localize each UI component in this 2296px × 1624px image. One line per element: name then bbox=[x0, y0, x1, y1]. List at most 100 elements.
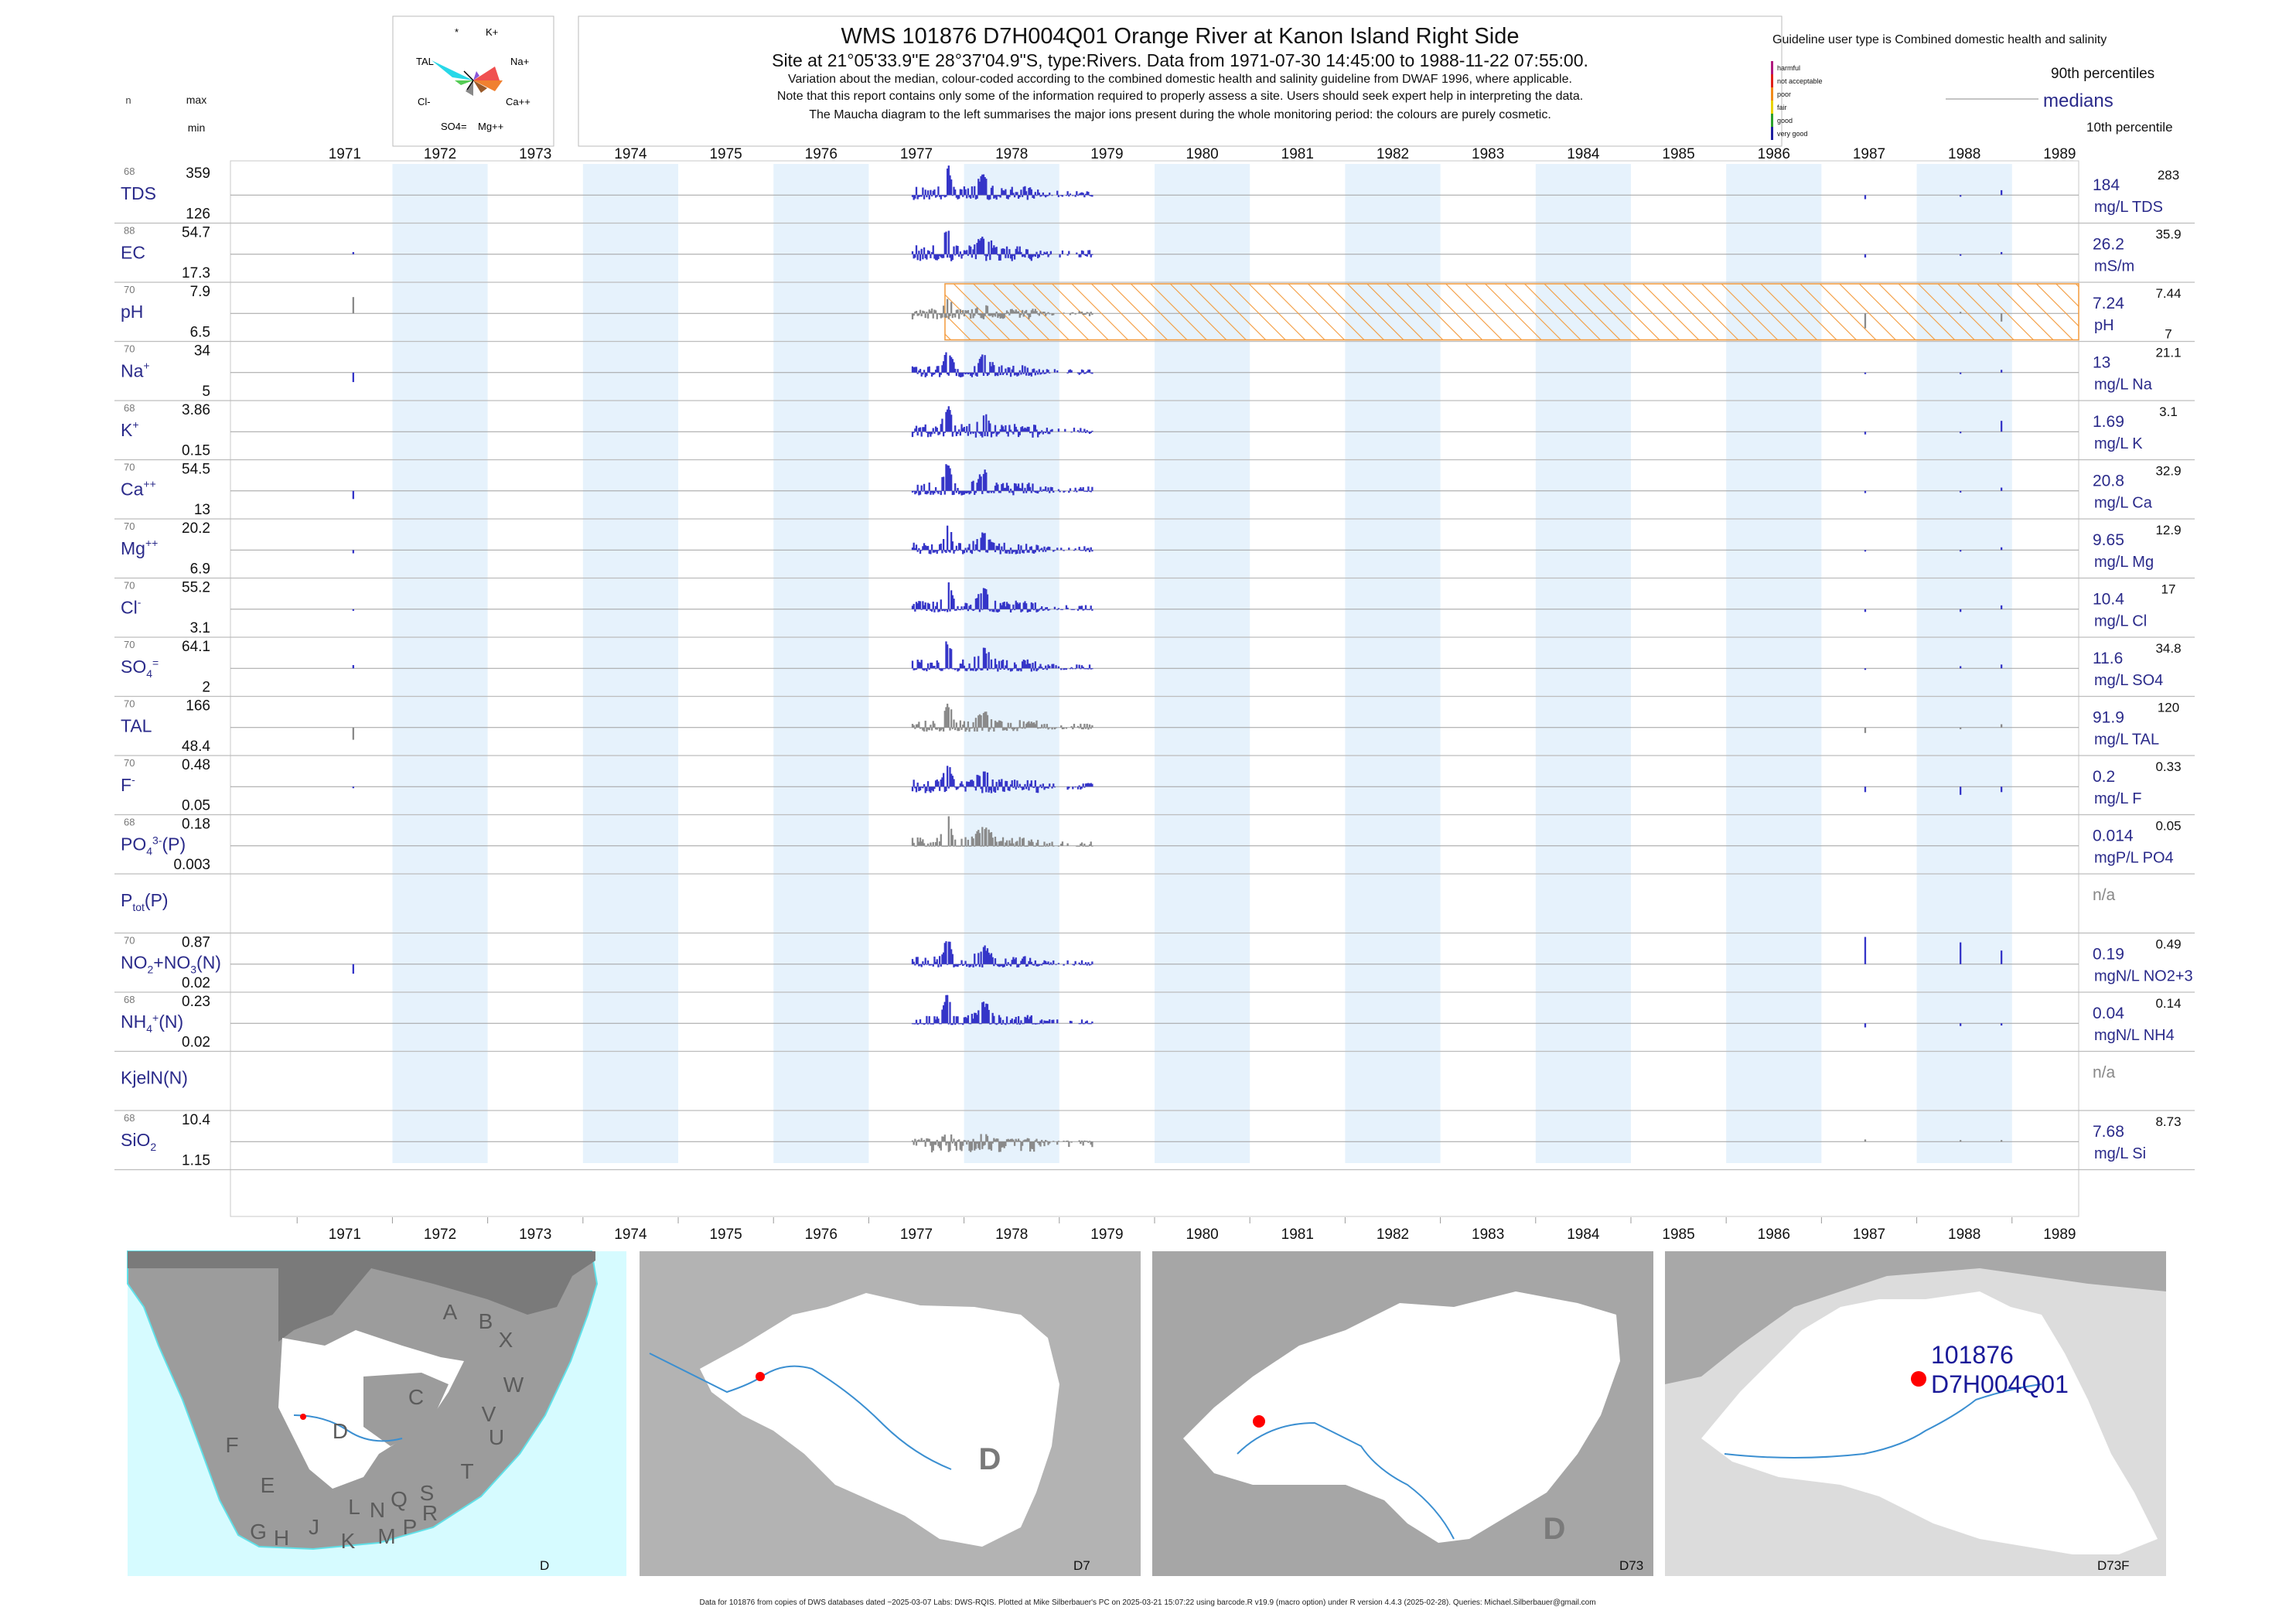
data-bar bbox=[1032, 964, 1034, 966]
data-bar bbox=[1034, 661, 1036, 669]
data-bar bbox=[1037, 189, 1039, 196]
data-bar bbox=[1011, 550, 1013, 554]
data-bar bbox=[957, 964, 959, 967]
data-bar bbox=[1007, 432, 1009, 437]
data-bar bbox=[1068, 251, 1070, 254]
data-bar bbox=[1029, 254, 1032, 260]
data-bar bbox=[1024, 845, 1026, 847]
data-bar bbox=[1018, 964, 1021, 965]
data-bar bbox=[957, 727, 959, 732]
data-bar bbox=[1005, 602, 1008, 609]
data-bar bbox=[928, 845, 930, 847]
data-bar bbox=[958, 609, 960, 610]
data-bar bbox=[930, 254, 932, 258]
data-bar bbox=[1005, 310, 1008, 314]
panel-n: 70 bbox=[124, 462, 135, 473]
data-bar bbox=[920, 786, 923, 788]
data-bar bbox=[942, 305, 945, 314]
data-bar bbox=[993, 490, 995, 493]
map-d73f-north bbox=[1665, 1251, 2166, 1384]
data-bar bbox=[1038, 550, 1041, 552]
data-bar bbox=[953, 490, 955, 495]
data-bar bbox=[938, 490, 941, 492]
data-bar bbox=[930, 1023, 932, 1025]
data-bar-isolated bbox=[1960, 312, 1962, 314]
data-bar bbox=[928, 1016, 930, 1024]
data-bar bbox=[930, 195, 933, 196]
data-bar bbox=[968, 313, 971, 315]
data-bar bbox=[941, 313, 943, 318]
data-bar bbox=[1028, 1018, 1030, 1024]
data-bar bbox=[955, 195, 957, 198]
data-bar bbox=[1073, 490, 1076, 492]
data-bar bbox=[1059, 490, 1061, 493]
data-bar bbox=[953, 186, 955, 196]
data-bar bbox=[950, 649, 953, 669]
data-bar bbox=[1001, 1141, 1003, 1148]
data-bar bbox=[964, 548, 967, 551]
data-bar bbox=[1009, 488, 1012, 491]
data-bar bbox=[1030, 1141, 1032, 1149]
data-bar bbox=[1021, 661, 1024, 669]
data-bar bbox=[999, 1141, 1001, 1152]
data-bar bbox=[957, 668, 959, 672]
data-bar bbox=[1061, 609, 1064, 610]
data-bar bbox=[1033, 964, 1035, 966]
data-bar bbox=[1082, 313, 1084, 316]
data-bar bbox=[1022, 659, 1025, 669]
data-bar bbox=[955, 786, 957, 790]
data-bar bbox=[966, 250, 968, 254]
data-bar bbox=[974, 432, 977, 438]
panel-name: Mg++ bbox=[121, 537, 158, 558]
data-bar bbox=[968, 663, 971, 669]
data-bar bbox=[980, 537, 982, 551]
data-bar bbox=[1069, 369, 1072, 373]
data-bar bbox=[1008, 840, 1011, 846]
data-bar bbox=[1052, 313, 1055, 316]
data-bar bbox=[1082, 486, 1084, 491]
data-bar bbox=[926, 313, 930, 319]
panel-name: SO4= bbox=[121, 657, 159, 680]
data-bar bbox=[1017, 845, 1020, 847]
data-bar bbox=[953, 845, 955, 847]
data-bar bbox=[991, 542, 994, 551]
data-bar bbox=[938, 544, 941, 551]
data-bar bbox=[990, 240, 993, 254]
data-bar-isolated bbox=[2000, 251, 2003, 254]
data-bar bbox=[1046, 548, 1049, 551]
map-d-region-letter: T bbox=[460, 1459, 473, 1483]
legend-class-label: fair bbox=[1777, 104, 1787, 111]
data-bar bbox=[941, 550, 943, 554]
data-bar bbox=[1051, 313, 1053, 316]
data-bar bbox=[984, 313, 986, 316]
data-bar-isolated bbox=[2000, 605, 2003, 609]
data-bar bbox=[916, 372, 919, 374]
data-bar bbox=[919, 309, 922, 314]
data-bar bbox=[970, 195, 972, 199]
data-bar bbox=[1051, 727, 1053, 730]
data-bar bbox=[964, 602, 967, 609]
data-bar bbox=[1029, 841, 1032, 846]
data-bar-isolated bbox=[1960, 195, 1962, 197]
data-bar bbox=[937, 366, 940, 373]
data-bar bbox=[1025, 191, 1028, 196]
panel-max: 359 bbox=[186, 165, 210, 182]
data-bar bbox=[919, 490, 922, 495]
data-bar bbox=[938, 254, 941, 256]
data-bar bbox=[1066, 843, 1069, 846]
data-bar bbox=[1028, 550, 1030, 553]
data-bar bbox=[972, 541, 974, 551]
data-bar-isolated bbox=[1960, 254, 1962, 256]
data-bar bbox=[1026, 195, 1029, 200]
data-bar bbox=[937, 432, 940, 435]
data-bar bbox=[926, 545, 930, 551]
data-bar bbox=[963, 964, 966, 965]
data-bar bbox=[1032, 432, 1034, 438]
data-bar bbox=[1057, 195, 1060, 197]
data-bar bbox=[981, 174, 984, 196]
data-bar bbox=[930, 372, 933, 377]
data-bar bbox=[1037, 372, 1039, 375]
data-bar bbox=[1029, 432, 1032, 434]
data-bar bbox=[936, 779, 938, 787]
